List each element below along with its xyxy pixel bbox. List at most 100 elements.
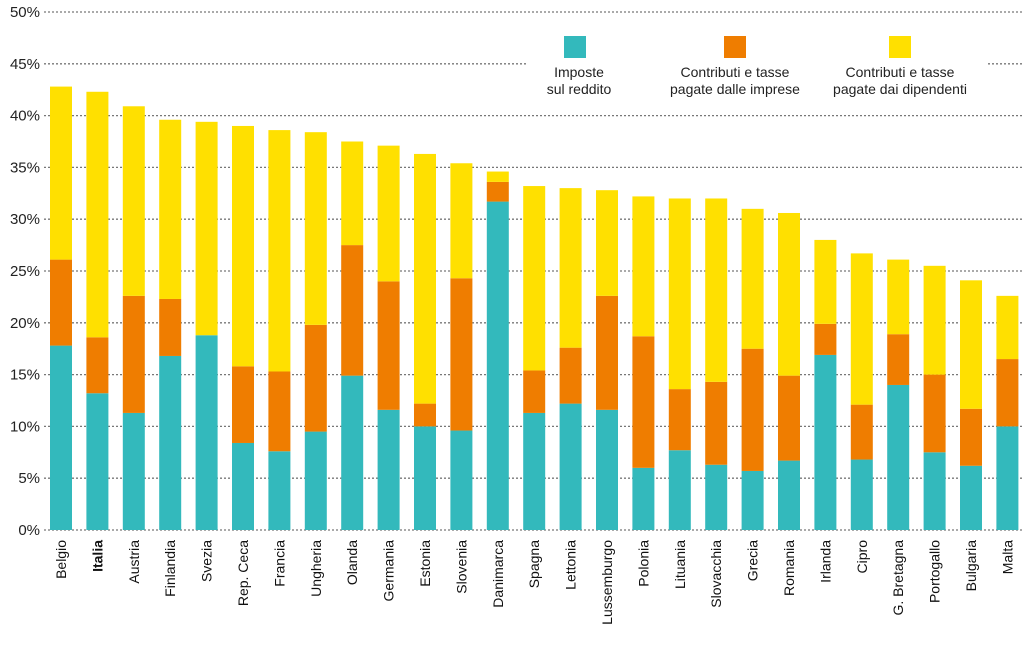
bar-segment-employee-contrib <box>960 280 982 409</box>
y-tick-label: 25% <box>10 263 40 280</box>
bar-segment-employer-contrib <box>486 181 509 202</box>
bar-segment-income-tax <box>705 464 728 530</box>
y-tick-label: 35% <box>10 159 40 176</box>
legend-label: Contributi e tasse <box>681 64 790 80</box>
bar-segment-employer-contrib <box>923 374 946 453</box>
legend-swatch <box>889 36 911 58</box>
bar-segment-employee-contrib <box>122 106 145 296</box>
bar-segment-employer-contrib <box>450 278 473 431</box>
x-tick-label: Lettonia <box>563 540 579 590</box>
bar-segment-employee-contrib <box>341 141 364 246</box>
bar-segment-employee-contrib <box>86 91 109 338</box>
x-tick-label: Slovacchia <box>708 540 724 608</box>
bar-segment-employer-contrib <box>996 359 1019 427</box>
bar-segment-income-tax <box>523 412 546 530</box>
bar-segment-employer-contrib <box>596 295 618 410</box>
bar-segment-employee-contrib <box>923 265 946 375</box>
bar-segment-employer-contrib <box>668 389 691 451</box>
bar-segment-employer-contrib <box>814 323 837 355</box>
bar-segment-income-tax <box>632 467 655 530</box>
bar-segment-employee-contrib <box>887 259 910 335</box>
bar-segment-employee-contrib <box>705 198 728 382</box>
bar-segment-employee-contrib <box>596 190 618 296</box>
bar-segment-employee-contrib <box>450 163 473 279</box>
bar-segment-income-tax <box>596 409 618 530</box>
bar-segment-employer-contrib <box>122 295 145 413</box>
bar-segment-employer-contrib <box>304 324 327 432</box>
bar-segment-employee-contrib <box>850 253 873 405</box>
x-tick-label: Lituania <box>672 540 688 589</box>
legend-label: pagate dai dipendenti <box>833 81 967 97</box>
bar-segment-employer-contrib <box>377 281 400 410</box>
x-tick-label: Ungheria <box>308 540 324 597</box>
bar-segment-employer-contrib <box>960 408 982 466</box>
y-tick-label: 0% <box>18 522 40 539</box>
legend-label: Contributi e tasse <box>846 64 955 80</box>
x-tick-label: Lussemburgo <box>599 540 615 625</box>
bar-segment-employee-contrib <box>377 145 400 282</box>
x-tick-label: Spagna <box>526 540 542 588</box>
bar-segment-employee-contrib <box>559 188 582 348</box>
bar-segment-employee-contrib <box>523 186 546 371</box>
bar-segment-employee-contrib <box>632 196 655 337</box>
bar-segment-employer-contrib <box>705 381 728 465</box>
bar-segment-employer-contrib <box>887 334 910 385</box>
bar-segment-income-tax <box>414 426 436 530</box>
bar-segment-income-tax <box>559 403 582 530</box>
bars <box>50 86 1019 530</box>
x-tick-label: Belgio <box>53 540 69 579</box>
legend-label: Imposte <box>554 64 604 80</box>
bar-segment-employee-contrib <box>486 171 509 182</box>
bar-segment-employee-contrib <box>778 212 800 376</box>
legend-background <box>528 24 988 104</box>
y-tick-label: 40% <box>10 108 40 125</box>
x-tick-label: Rep. Ceca <box>235 540 251 606</box>
x-tick-label: Austria <box>126 540 142 584</box>
x-tick-label: Francia <box>271 540 287 587</box>
bar-segment-employer-contrib <box>850 404 873 460</box>
bar-segment-income-tax <box>377 409 400 530</box>
bar-segment-income-tax <box>50 345 72 530</box>
x-tick-label: Danimarca <box>490 540 506 608</box>
x-tick-label: Bulgaria <box>963 540 979 592</box>
bar-segment-income-tax <box>778 460 800 530</box>
bar-segment-income-tax <box>996 426 1019 530</box>
x-tick-label: Romania <box>781 540 797 596</box>
x-tick-label: Olanda <box>344 540 360 585</box>
legend-swatch <box>564 36 586 58</box>
bar-segment-employee-contrib <box>668 198 691 390</box>
bar-segment-income-tax <box>923 452 946 530</box>
bar-segment-income-tax <box>86 393 109 530</box>
x-tick-label: Grecia <box>745 540 761 581</box>
legend-label: pagate dalle imprese <box>670 81 800 97</box>
y-axis: 0% 5% 10% 15% 20% 25% 30% 35% 40% 45% 50% <box>10 4 40 539</box>
bar-segment-income-tax <box>159 355 182 530</box>
bar-segment-income-tax <box>268 451 291 530</box>
y-tick-label: 30% <box>10 211 40 228</box>
bar-segment-employee-contrib <box>268 130 291 372</box>
bar-segment-income-tax <box>122 412 145 530</box>
bar-segment-income-tax <box>341 375 364 530</box>
x-tick-label: Polonia <box>635 540 651 587</box>
bar-segment-income-tax <box>668 450 691 530</box>
y-tick-label: 50% <box>10 4 40 21</box>
bar-segment-income-tax <box>814 354 837 530</box>
x-tick-label: Finlandia <box>162 540 178 597</box>
bar-segment-employee-contrib <box>414 153 436 404</box>
y-tick-label: 45% <box>10 56 40 73</box>
x-axis: Belgio Italia Austria Finlandia Svezia Rep. C… <box>53 540 1015 625</box>
y-tick-label: 10% <box>10 418 40 435</box>
bar-segment-income-tax <box>741 470 764 530</box>
bar-segment-income-tax <box>195 335 218 530</box>
bar-segment-employer-contrib <box>741 348 764 471</box>
bar-segment-employer-contrib <box>50 259 72 346</box>
x-tick-label: Italia <box>89 540 105 572</box>
legend-swatch <box>724 36 746 58</box>
bar-segment-employer-contrib <box>86 337 109 394</box>
bar-segment-employee-contrib <box>814 239 837 324</box>
x-tick-label: Slovenia <box>453 540 469 594</box>
y-tick-label: 15% <box>10 367 40 384</box>
x-tick-label: Portogallo <box>927 540 943 603</box>
